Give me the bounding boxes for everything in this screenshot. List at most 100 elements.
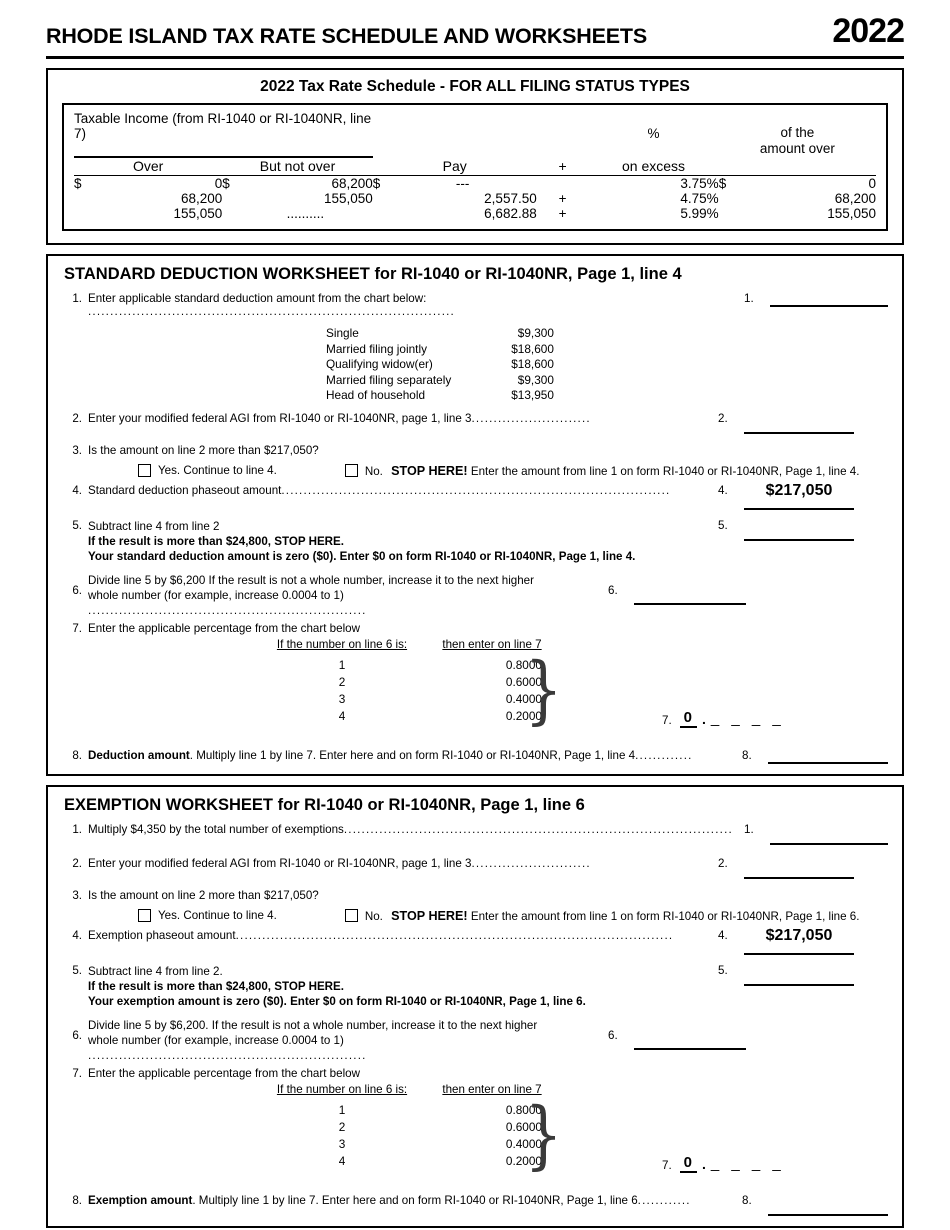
sd-line-6-dots: ........................................… bbox=[88, 603, 367, 617]
ex-line-3-choices: Yes. Continue to line 4. No. STOP HERE! … bbox=[62, 909, 888, 923]
sd-line-8-input[interactable] bbox=[768, 749, 888, 764]
sd-no-checkbox[interactable] bbox=[344, 464, 358, 478]
page-title: RHODE ISLAND TAX RATE SCHEDULE AND WORKS… bbox=[46, 24, 647, 48]
sd-yes-checkbox[interactable] bbox=[138, 464, 151, 478]
sd-pct-n-3: 4 bbox=[338, 708, 346, 723]
sd-line-5: 5. Subtract line 4 from line 2 If the re… bbox=[62, 519, 888, 564]
ex-line-1-input[interactable] bbox=[770, 823, 888, 845]
sd-line-3-text: Is the amount on line 2 more than $217,0… bbox=[88, 443, 319, 457]
sd-line-3-number: 3. bbox=[72, 443, 82, 457]
sd-chart-status-4: Head of household bbox=[326, 388, 426, 403]
row1-rate: 4.75% bbox=[680, 191, 719, 207]
ex-line-1-number: 1. bbox=[72, 822, 82, 836]
list-item: Single $9,300 bbox=[326, 326, 554, 342]
ex-line-6-text1: Divide line 5 by $6,200. If the result i… bbox=[88, 1018, 538, 1032]
sd-line-5-input[interactable] bbox=[744, 519, 854, 541]
sd-no-label: No. bbox=[364, 464, 383, 478]
ex-line-3-text: Is the amount on line 2 more than $217,0… bbox=[88, 888, 319, 902]
ex-line-8-text: . Multiply line 1 by line 7. Enter here … bbox=[192, 1193, 638, 1207]
row1-bno-sym bbox=[222, 191, 238, 206]
ex-no-checkbox[interactable] bbox=[344, 909, 358, 923]
sd-line-5-number: 5. bbox=[72, 518, 82, 532]
list-item: 4 0.2000 bbox=[262, 1153, 888, 1170]
sd-line-7-blanks[interactable]: _ _ _ _ bbox=[710, 709, 785, 727]
sd-line-7-number: 7. bbox=[72, 621, 82, 635]
row2-over: 155,050 bbox=[173, 206, 223, 222]
ex-line-7-blanks[interactable]: _ _ _ _ bbox=[710, 1154, 785, 1172]
list-item: 4 0.2000 bbox=[262, 708, 888, 725]
row2-over-sym bbox=[74, 206, 90, 221]
row0-pay-sym: $ bbox=[372, 176, 381, 192]
sd-line-4-value: $217,050 bbox=[765, 481, 833, 499]
sd-line-1-input[interactable] bbox=[770, 292, 888, 308]
sd-line-7-dot: . bbox=[702, 710, 706, 727]
sd-line-5-text: Subtract line 4 from line 2 bbox=[88, 519, 220, 533]
sd-line-2-ansnum: 2. bbox=[718, 411, 728, 425]
sd-pct-val-2: 0.4000 bbox=[505, 691, 542, 706]
row0-bno-sym: $ bbox=[222, 176, 230, 192]
row2-pay-sym bbox=[373, 206, 389, 221]
row2-amount-over: 155,050 bbox=[827, 206, 876, 222]
list-item: 3 0.4000 bbox=[262, 691, 888, 708]
row1-pay-sym bbox=[373, 191, 389, 206]
sd-line-2-input[interactable] bbox=[744, 412, 854, 434]
tax-rate-table: Taxable Income (from RI-1040 or RI-1040N… bbox=[74, 111, 876, 221]
sd-line-8: 8. Deduction amount. Multiply line 1 by … bbox=[62, 749, 888, 764]
sd-line-6-ansnum: 6. bbox=[608, 583, 618, 597]
ex-line-7-text: Enter the applicable percentage from the… bbox=[88, 1066, 360, 1080]
ex-pct-val-3: 0.2000 bbox=[505, 1153, 542, 1168]
sd-line-8-number: 8. bbox=[72, 748, 82, 762]
sd-line-8-text: . Multiply line 1 by line 7. Enter here … bbox=[189, 748, 636, 762]
sd-stop-here: STOP HERE! bbox=[391, 463, 468, 478]
sd-pct-head-2: then enter on line 7 bbox=[442, 637, 542, 651]
ex-pct-val-1: 0.6000 bbox=[505, 1119, 542, 1134]
sd-line-6-text1: Divide line 5 by $6,200 If the result is… bbox=[88, 573, 534, 587]
row1-over-sym bbox=[74, 191, 90, 206]
standard-deduction-title: STANDARD DEDUCTION WORKSHEET for RI-1040… bbox=[64, 265, 682, 284]
ex-line-6-input[interactable] bbox=[634, 1018, 746, 1050]
sd-line-2-dots: ........................... bbox=[471, 411, 591, 425]
ex-no-rest: Enter the amount from line 1 on form RI-… bbox=[470, 909, 860, 923]
row2-bno-sym bbox=[222, 206, 238, 221]
ex-no-label: No. bbox=[364, 909, 383, 923]
ex-line-7-zero: 0 bbox=[679, 1154, 698, 1173]
sd-line-2-number: 2. bbox=[72, 411, 82, 425]
sd-pct-val-3: 0.2000 bbox=[505, 708, 542, 723]
sd-line-6-input[interactable] bbox=[634, 573, 746, 605]
row2-but-not-over: .......... bbox=[286, 206, 325, 222]
sd-chart-status-0: Single bbox=[326, 326, 359, 341]
sd-chart-amount-1: $18,600 bbox=[511, 341, 554, 356]
ex-line-2-input[interactable] bbox=[744, 857, 854, 879]
sd-pct-n-2: 3 bbox=[338, 691, 346, 706]
table-row: 155,050 .......... 6,682.88 + 5.99% 155,… bbox=[74, 206, 876, 221]
sd-percentage-chart: If the number on line 6 is: then enter o… bbox=[62, 637, 888, 728]
ex-line-7-field[interactable]: 7. 0 . _ _ _ _ bbox=[662, 1154, 785, 1173]
ex-line-2-dots: ........................... bbox=[471, 856, 591, 870]
sd-chart-amount-2: $18,600 bbox=[511, 357, 554, 372]
ex-line-5-number: 5. bbox=[72, 963, 82, 977]
tax-rate-schedule-box: 2022 Tax Rate Schedule - FOR ALL FILING … bbox=[46, 68, 904, 246]
sd-line-7-text: Enter the applicable percentage from the… bbox=[88, 621, 360, 635]
col-header-percent: % bbox=[647, 126, 660, 141]
ex-pct-n-1: 2 bbox=[338, 1119, 346, 1134]
sd-line-6-text2: whole number (for example, increase 0.00… bbox=[88, 588, 344, 602]
ex-line-8-input[interactable] bbox=[768, 1194, 888, 1216]
list-item: Married filing jointly $18,600 bbox=[326, 342, 554, 358]
list-item: Qualifying widow(er) $18,600 bbox=[326, 357, 554, 373]
ex-line-8-number: 8. bbox=[72, 1193, 82, 1207]
sd-chart-amount-0: $9,300 bbox=[517, 326, 554, 341]
sd-line-1-dots: ........................................… bbox=[88, 305, 455, 319]
col-header-of-the: of the bbox=[780, 125, 815, 141]
sd-line-7-field[interactable]: 7. 0 . _ _ _ _ bbox=[662, 709, 785, 728]
sd-line-2: 2. Enter your modified federal AGI from … bbox=[62, 412, 888, 434]
row0-rate: 3.75% bbox=[680, 176, 719, 192]
row1-but-not-over: 155,050 bbox=[323, 191, 373, 207]
ex-line-5-input[interactable] bbox=[744, 964, 854, 986]
ex-line-7: 7. Enter the applicable percentage from … bbox=[62, 1067, 888, 1080]
sd-line-1: 1. Enter applicable standard deduction a… bbox=[62, 292, 888, 318]
ex-line-4-value: $217,050 bbox=[765, 926, 833, 944]
sd-line-2-text: Enter your modified federal AGI from RI-… bbox=[88, 411, 472, 425]
row2-pay: 6,682.88 bbox=[484, 206, 537, 222]
ex-yes-checkbox[interactable] bbox=[138, 909, 151, 923]
sd-yes-label: Yes. Continue to line 4. bbox=[158, 464, 277, 478]
